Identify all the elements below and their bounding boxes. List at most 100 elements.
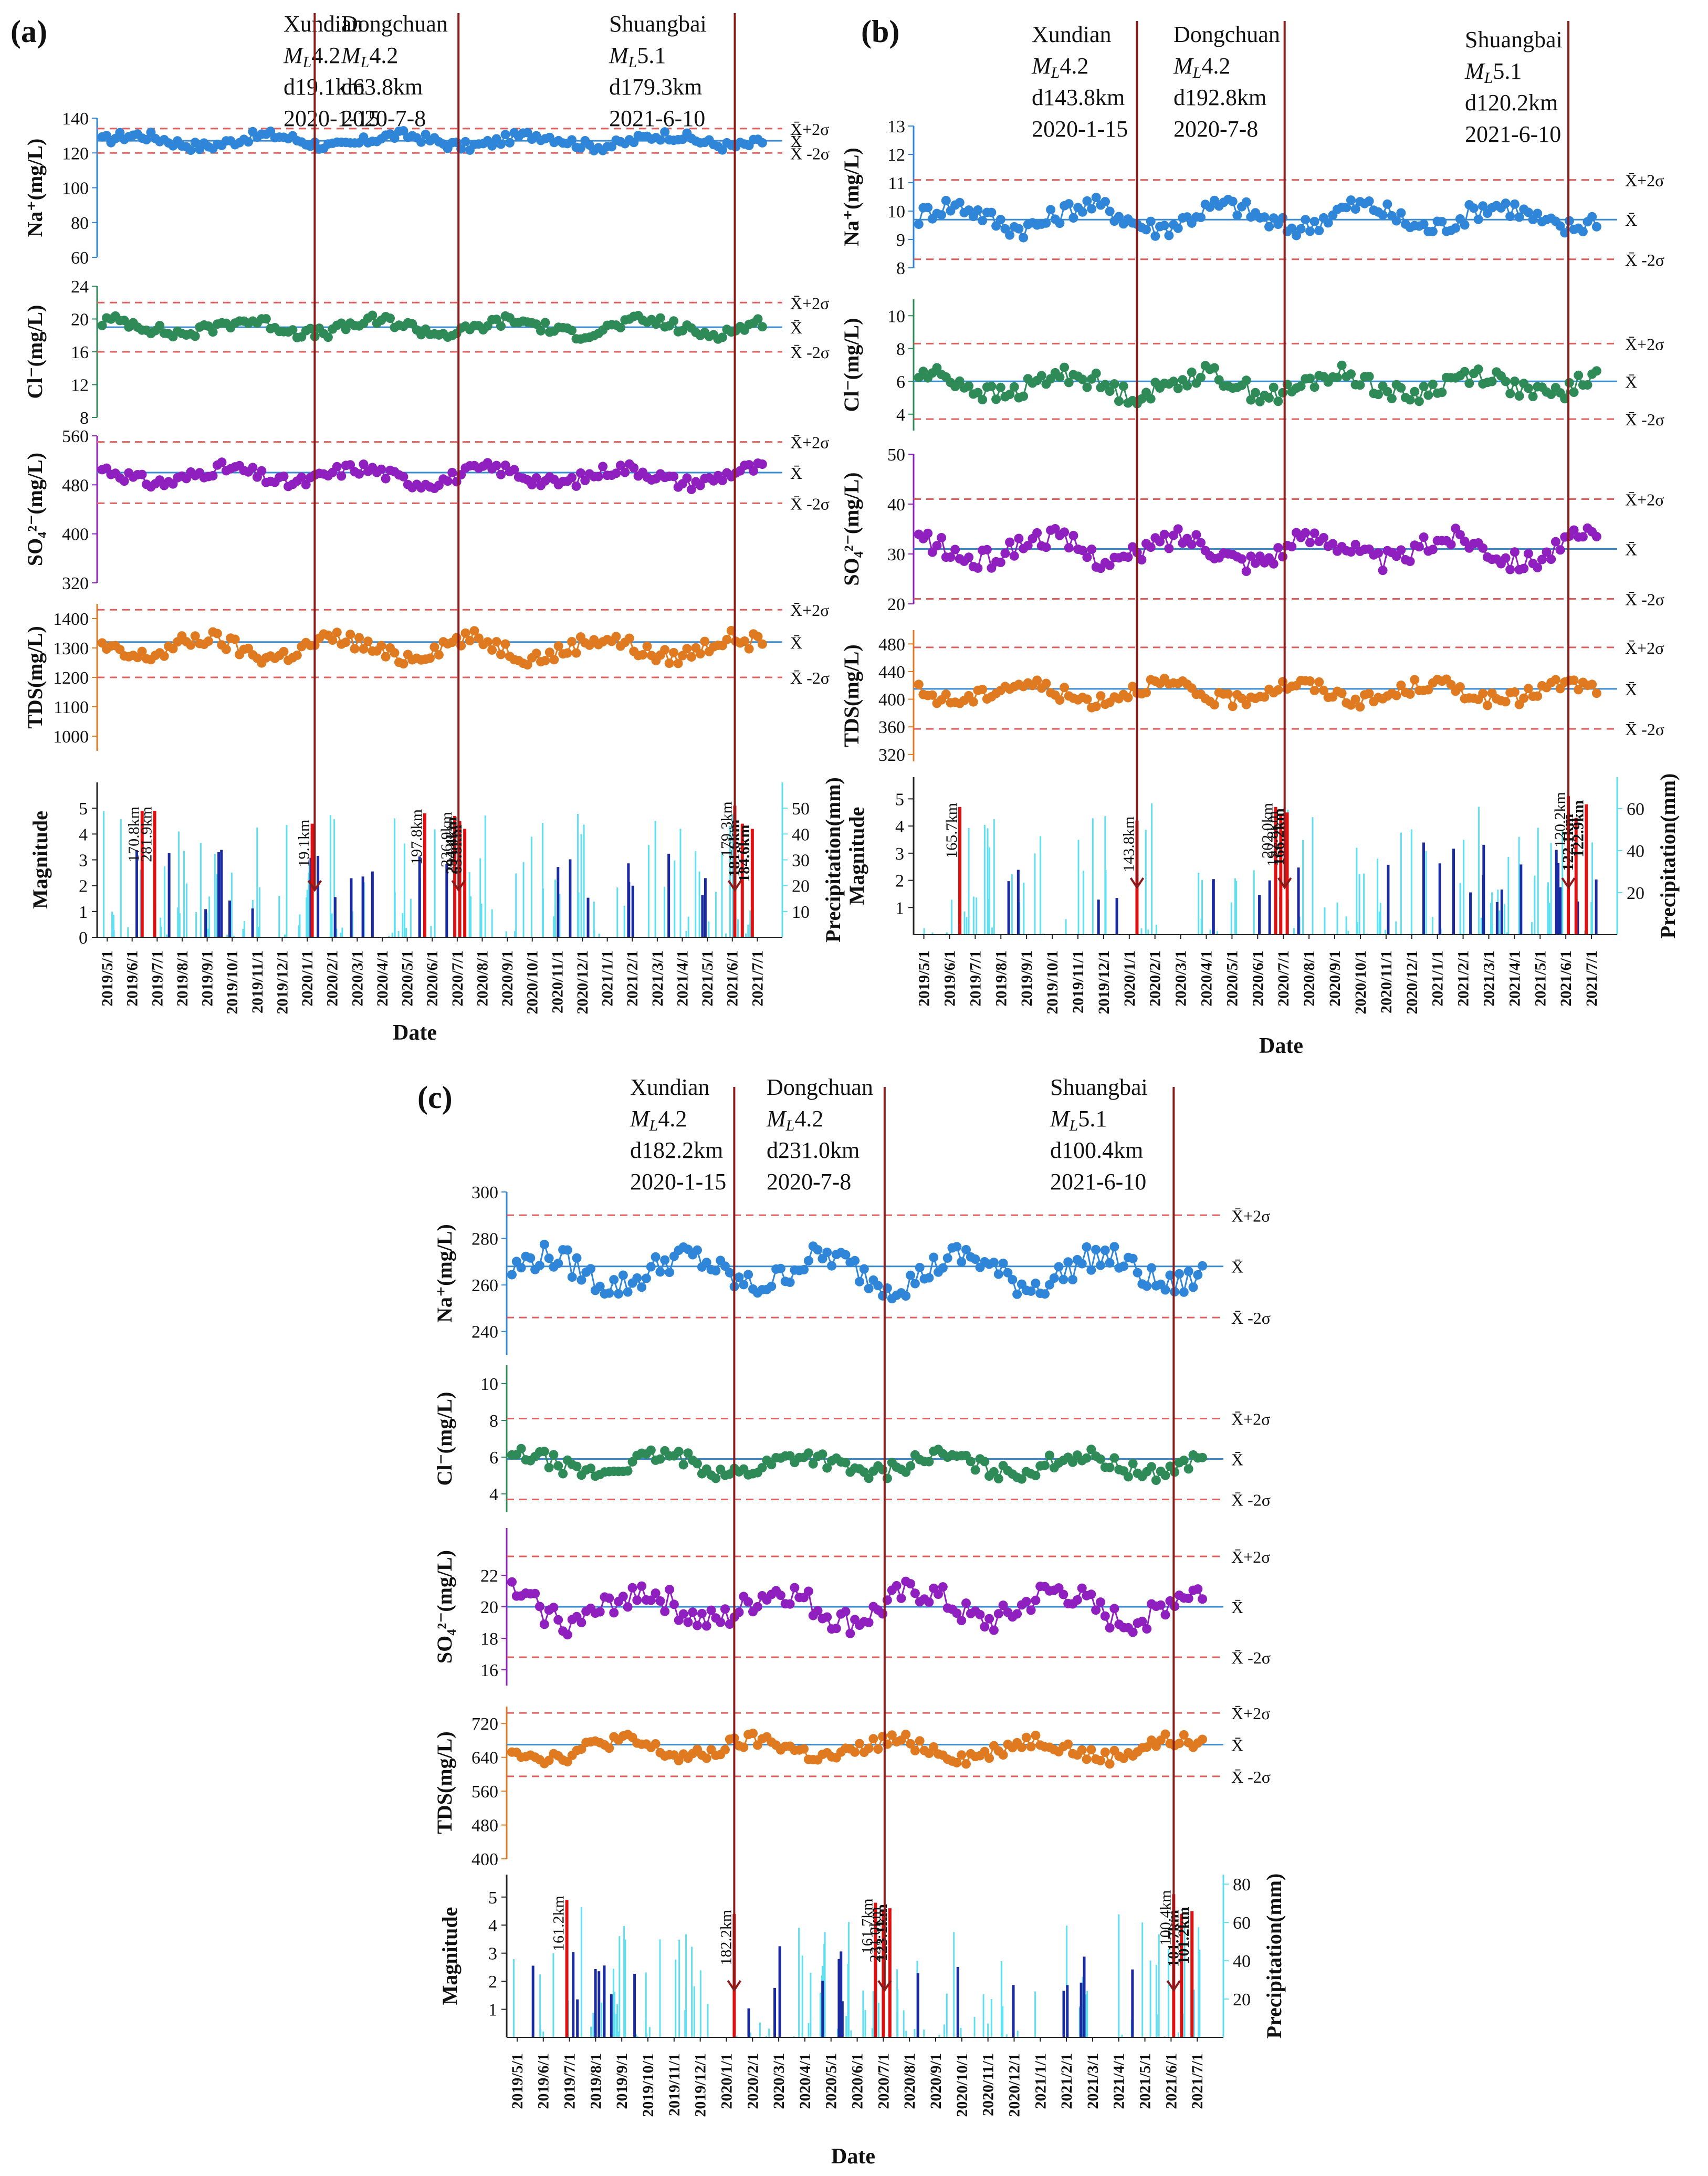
data-point — [669, 647, 679, 657]
data-point — [1228, 196, 1238, 206]
data-point — [1077, 1745, 1087, 1755]
date-tick-label: 2021/7/1 — [1583, 950, 1600, 1007]
event-distance: d19.1km — [284, 74, 365, 100]
event-distance: d231.0km — [767, 1137, 860, 1163]
event-name: Dongchuan — [767, 1074, 873, 1100]
data-point — [1301, 528, 1311, 538]
data-point — [996, 382, 1005, 392]
data-point — [1419, 532, 1429, 542]
data-point — [1537, 555, 1547, 564]
data-point — [496, 321, 506, 331]
data-point — [1175, 1739, 1184, 1749]
data-point — [1109, 1604, 1119, 1614]
data-point — [261, 314, 271, 324]
date-tick-label: 2020/7/1 — [1275, 950, 1292, 1007]
data-point — [1160, 1610, 1170, 1620]
y-tick-label: 8 — [489, 1411, 498, 1431]
data-point — [1542, 547, 1552, 557]
data-point — [924, 1457, 934, 1467]
magnitude-tick-label: 5 — [79, 799, 88, 819]
quake-distance-label: 281.9km — [138, 807, 155, 862]
data-point — [1478, 688, 1488, 698]
y-axis-label: TDS(mg/L) — [840, 644, 863, 747]
data-point — [1292, 231, 1301, 240]
data-point — [629, 138, 639, 148]
data-point — [1146, 216, 1156, 226]
y-tick-label: 6 — [896, 372, 905, 392]
data-point — [914, 219, 924, 229]
data-point — [611, 468, 621, 478]
data-point — [1005, 390, 1015, 400]
date-tick-label: 2019/12/1 — [692, 2053, 709, 2117]
panel-tds: 720 640 560 480 400 TDS(mg/L) X̄+2σ X̄ X̄ -2σ — [433, 1704, 1271, 1869]
event-marker-arrowhead — [1166, 1980, 1181, 1992]
date-tick-label: 2019/11/1 — [666, 2053, 683, 2116]
quake-distance-label: 63.8km — [448, 825, 465, 874]
data-point — [609, 1275, 619, 1285]
data-point — [785, 1278, 795, 1287]
data-point — [660, 645, 670, 655]
data-point — [1196, 372, 1206, 382]
data-point — [987, 207, 997, 217]
data-point — [1437, 388, 1447, 397]
data-point — [1550, 675, 1560, 685]
data-point — [1346, 369, 1356, 379]
data-point — [208, 327, 218, 337]
y-tick-label: 50 — [887, 445, 905, 465]
data-point — [1160, 1285, 1170, 1295]
data-point — [434, 650, 444, 660]
data-point — [1109, 1453, 1119, 1463]
data-point — [604, 1593, 614, 1603]
date-tick-label: 2020/4/1 — [1198, 950, 1215, 1007]
data-point — [966, 1457, 976, 1467]
data-point — [873, 1281, 883, 1291]
data-point — [989, 1258, 999, 1268]
data-point — [678, 1609, 688, 1619]
data-point — [655, 1596, 665, 1606]
event-date: 2020-1-15 — [630, 1169, 726, 1195]
data-point — [500, 130, 510, 140]
data-point — [567, 326, 577, 336]
magnitude-axis-label: Magnitude — [438, 1907, 462, 2005]
data-point — [1118, 381, 1128, 391]
x-axis-label: Date — [393, 1021, 437, 1045]
data-point — [984, 1753, 994, 1763]
data-point — [1114, 212, 1124, 222]
data-point — [186, 145, 196, 155]
data-point — [1142, 1281, 1152, 1291]
data-point — [717, 476, 727, 485]
data-point — [1026, 1286, 1036, 1296]
legend-plus2: X̄+2σ — [1231, 1206, 1270, 1225]
data-point — [1423, 390, 1433, 400]
date-tick-label: 2021/3/1 — [1084, 2053, 1102, 2109]
data-point — [516, 1263, 526, 1273]
y-tick-label: 320 — [878, 746, 905, 765]
data-point — [1160, 1470, 1170, 1480]
data-point — [539, 1239, 549, 1249]
quake-distance-label: 192.8km — [1264, 811, 1281, 866]
data-point — [1241, 375, 1251, 385]
magnitude-tick-label: 3 — [488, 1944, 497, 1964]
data-point — [505, 138, 515, 148]
data-point — [1355, 380, 1365, 390]
date-tick-label: 2020/3/1 — [1172, 950, 1190, 1007]
data-point — [1128, 1459, 1138, 1469]
data-point — [1578, 227, 1588, 237]
date-tick-label: 2020/6/1 — [424, 950, 441, 1007]
data-point — [669, 472, 679, 482]
data-point — [1364, 372, 1374, 381]
data-point — [1040, 1289, 1050, 1299]
data-point — [97, 320, 107, 330]
data-point — [1587, 679, 1597, 689]
date-tick-label: 2019/9/1 — [1018, 950, 1035, 1007]
data-point — [1391, 691, 1401, 700]
y-tick-label: 360 — [878, 718, 905, 737]
date-tick-label: 2020/4/1 — [374, 950, 391, 1007]
data-point — [1055, 695, 1065, 705]
panel-so4: 50 40 30 20 SO₄²⁻(mg/L) X̄+2σ X̄ X̄ -2σ — [840, 445, 1664, 614]
quake-distance-label: 161.7km — [858, 1898, 876, 1954]
data-point — [522, 660, 532, 670]
data-point — [701, 1621, 711, 1631]
magnitude-tick-label: 3 — [79, 851, 88, 871]
data-point — [1023, 541, 1033, 550]
